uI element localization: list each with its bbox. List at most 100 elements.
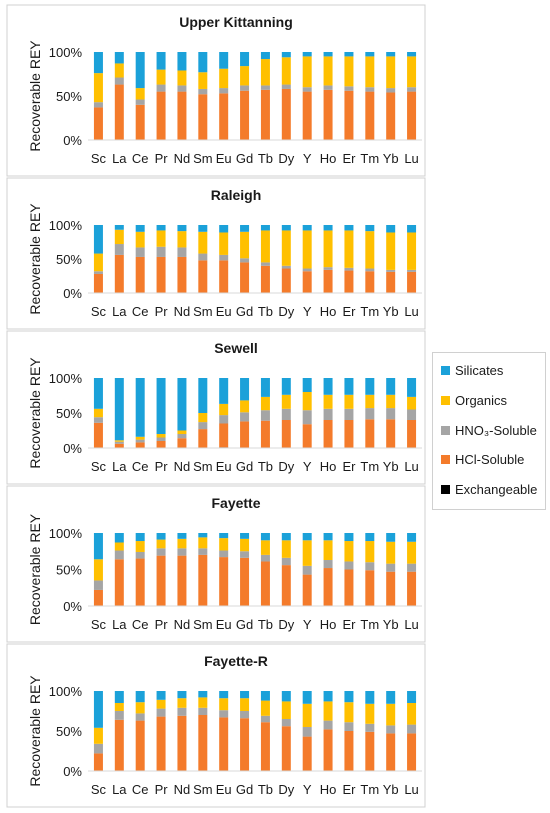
bar-segment-silicates-ce: [135, 52, 145, 89]
bar-segment-hno3-soluble-lu: [407, 409, 417, 420]
bar-segment-organics-yb: [386, 394, 396, 409]
bar-segment-organics-la: [114, 63, 124, 78]
bar-segment-hno3-soluble-la: [114, 244, 124, 255]
bar-segment-hno3-soluble-sc: [93, 417, 103, 423]
bar-segment-silicates-ho: [323, 378, 333, 395]
bar-segment-hno3-soluble-dy: [281, 719, 291, 727]
bar-segment-silicates-ho: [323, 691, 333, 702]
bar-segment-hno3-soluble-dy: [281, 557, 291, 566]
chart-legend: Silicates Organics HNO₃-Soluble HCl-Solu…: [432, 352, 546, 510]
bar-segment-hno3-soluble-sc: [93, 271, 103, 274]
y-axis-label: Recoverable REY: [27, 40, 43, 152]
bar-segment-organics-la: [114, 229, 124, 245]
x-tick-label: La: [112, 459, 127, 474]
y-tick-label: 50%: [56, 89, 82, 104]
legend-item-silicates: Silicates: [441, 363, 503, 378]
bar-segment-silicates-tm: [365, 691, 375, 704]
chart-title: Fayette: [211, 495, 260, 511]
bar-segment-hno3-soluble-yb: [386, 725, 396, 734]
bar-segment-hcl-soluble-y: [302, 424, 312, 448]
bar-segment-silicates-nd: [177, 52, 187, 71]
bar-segment-silicates-yb: [386, 378, 396, 395]
bar-segment-organics-y: [302, 540, 312, 566]
y-tick-label: 100%: [49, 218, 83, 233]
bar-segment-hno3-soluble-eu: [219, 550, 229, 558]
bar-segment-hcl-soluble-tb: [260, 420, 270, 448]
bar-segment-hcl-soluble-tm: [365, 419, 375, 448]
x-tick-label: Nd: [174, 459, 191, 474]
bar-segment-organics-yb: [386, 232, 396, 270]
chart-panel-raleigh: Raleigh 0% 50% 100% Recoverable REY Sc La Ce Pr N…: [6, 177, 426, 330]
bar-segment-hno3-soluble-y: [302, 268, 312, 272]
chart-panel-sewell: Sewell 0% 50% 100% Recoverable REY Sc La Ce Pr Nd…: [6, 330, 426, 485]
chart-title: Raleigh: [211, 187, 262, 203]
bar-segment-hcl-soluble-ho: [323, 269, 333, 293]
legend-swatch-exchangeable: [441, 485, 450, 494]
bar-segment-silicates-sm: [198, 378, 208, 413]
x-tick-label: La: [112, 782, 127, 797]
bar-segment-hno3-soluble-tm: [365, 723, 375, 732]
bar-segment-silicates-nd: [177, 533, 187, 539]
bar-segment-hcl-soluble-pr: [156, 256, 166, 293]
bar-segment-hcl-soluble-ce: [135, 558, 145, 606]
bar-segment-organics-yb: [386, 703, 396, 726]
bar-segment-hno3-soluble-dy: [281, 265, 291, 269]
y-tick-label: 100%: [49, 684, 83, 699]
bar-segment-hcl-soluble-sc: [93, 107, 103, 140]
x-tick-label: Sc: [91, 151, 107, 166]
bar-segment-silicates-gd: [240, 533, 250, 539]
bar-segment-organics-yb: [386, 541, 396, 564]
bar-segment-organics-lu: [407, 541, 417, 564]
x-tick-label: Sm: [193, 304, 213, 319]
bar-segment-organics-gd: [240, 231, 250, 259]
bar-segment-hno3-soluble-eu: [219, 254, 229, 261]
bar-segment-silicates-la: [114, 225, 124, 230]
x-tick-label: Yb: [383, 459, 399, 474]
y-tick-label: 0%: [63, 764, 82, 779]
bar-segment-hno3-soluble-ho: [323, 267, 333, 270]
bar-segment-hcl-soluble-sm: [198, 715, 208, 771]
bar-segment-hcl-soluble-tm: [365, 91, 375, 140]
x-tick-label: Sc: [91, 782, 107, 797]
bar-segment-hno3-soluble-yb: [386, 88, 396, 93]
bar-segment-organics-sm: [198, 537, 208, 549]
x-tick-label: Y: [303, 151, 312, 166]
bar-segment-silicates-ce: [135, 225, 145, 232]
bar-segment-silicates-sm: [198, 533, 208, 538]
bar-segment-hcl-soluble-pr: [156, 91, 166, 140]
bar-segment-organics-eu: [219, 538, 229, 551]
bar-segment-hcl-soluble-yb: [386, 92, 396, 140]
bar-segment-hcl-soluble-yb: [386, 271, 396, 293]
legend-item-exchangeable: Exchangeable: [441, 482, 537, 497]
y-tick-label: 0%: [63, 599, 82, 614]
y-tick-label: 0%: [63, 441, 82, 456]
x-tick-label: Eu: [216, 151, 232, 166]
bar-segment-hno3-soluble-la: [114, 441, 124, 444]
bar-segment-organics-ce: [135, 702, 145, 714]
bar-segment-organics-la: [114, 703, 124, 711]
x-tick-label: Pr: [155, 617, 169, 632]
chart-panel-border: [6, 4, 426, 177]
bar-segment-hcl-soluble-er: [344, 420, 354, 448]
bar-segment-organics-pr: [156, 434, 166, 438]
bar-segment-hcl-soluble-lu: [407, 91, 417, 140]
bar-segment-silicates-tb: [260, 691, 270, 701]
bar-segment-organics-sm: [198, 72, 208, 89]
bar-segment-organics-pr: [156, 539, 166, 549]
bar-segment-hcl-soluble-dy: [281, 268, 291, 293]
bar-segment-organics-sc: [93, 559, 103, 581]
bar-segment-silicates-dy: [281, 533, 291, 541]
bar-segment-hno3-soluble-yb: [386, 563, 396, 572]
bar-segment-organics-gd: [240, 400, 250, 413]
bar-segment-organics-ce: [135, 541, 145, 552]
bar-segment-hno3-soluble-y: [302, 87, 312, 92]
bar-segment-organics-ho: [323, 701, 333, 721]
bar-segment-hcl-soluble-lu: [407, 271, 417, 293]
x-tick-label: Nd: [174, 151, 191, 166]
bar-segment-hcl-soluble-la: [114, 719, 124, 771]
chart-panel-border: [6, 330, 426, 485]
bar-segment-hcl-soluble-eu: [219, 260, 229, 293]
chart-panel-border: [6, 177, 426, 330]
bar-segment-hno3-soluble-er: [344, 561, 354, 570]
bar-segment-silicates-y: [302, 378, 312, 392]
